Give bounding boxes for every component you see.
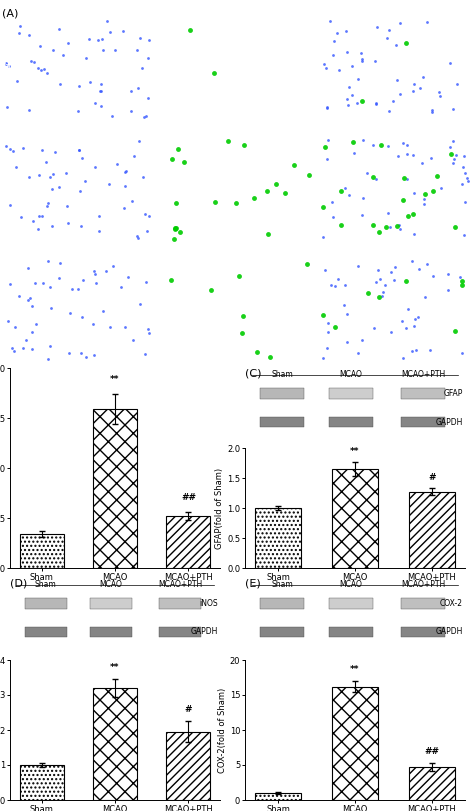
Bar bbox=[328, 388, 373, 399]
Text: Sham: Sham bbox=[4, 61, 28, 70]
Text: Sham: Sham bbox=[272, 371, 293, 380]
Bar bbox=[255, 793, 301, 800]
Bar bbox=[19, 765, 64, 800]
Bar bbox=[159, 627, 201, 637]
Bar bbox=[409, 767, 455, 800]
Bar bbox=[260, 599, 304, 609]
Bar bbox=[93, 688, 137, 800]
Text: (E): (E) bbox=[245, 578, 260, 588]
Bar bbox=[90, 599, 132, 609]
Text: MCAO: MCAO bbox=[339, 371, 362, 380]
Y-axis label: COX-2(fold of Sham): COX-2(fold of Sham) bbox=[218, 688, 227, 773]
Text: MCAO+PTH: MCAO+PTH bbox=[401, 580, 446, 590]
Text: (C): (C) bbox=[245, 368, 261, 378]
Bar bbox=[19, 534, 64, 568]
Text: **: ** bbox=[110, 663, 120, 672]
Text: GAPDH: GAPDH bbox=[436, 418, 463, 427]
Bar bbox=[332, 687, 378, 800]
Bar bbox=[401, 627, 445, 637]
Bar bbox=[260, 417, 304, 427]
Text: GAPDH: GAPDH bbox=[191, 628, 218, 637]
Text: (A): (A) bbox=[2, 8, 18, 18]
Text: MCAO: MCAO bbox=[100, 580, 122, 590]
Bar bbox=[401, 417, 445, 427]
Text: ##: ## bbox=[181, 493, 196, 502]
Text: **: ** bbox=[350, 447, 360, 456]
Text: iNOS: iNOS bbox=[199, 599, 218, 608]
Text: MCAO: MCAO bbox=[4, 181, 29, 190]
Text: #: # bbox=[428, 473, 436, 483]
Text: Iba-1: Iba-1 bbox=[225, 10, 249, 20]
Bar bbox=[255, 508, 301, 568]
Text: **: ** bbox=[350, 665, 360, 674]
Text: **: ** bbox=[110, 375, 120, 384]
Text: PTH: PTH bbox=[4, 301, 20, 310]
Text: GFAP: GFAP bbox=[443, 389, 463, 398]
Text: #: # bbox=[185, 706, 192, 714]
Bar bbox=[328, 627, 373, 637]
Bar bbox=[409, 491, 455, 568]
Text: GAPDH: GAPDH bbox=[436, 628, 463, 637]
Text: MCAO: MCAO bbox=[339, 580, 362, 590]
Text: Sham: Sham bbox=[35, 580, 56, 590]
Bar bbox=[328, 417, 373, 427]
Bar bbox=[93, 409, 137, 568]
Bar bbox=[260, 627, 304, 637]
Text: (D): (D) bbox=[9, 578, 27, 588]
Bar bbox=[401, 388, 445, 399]
Bar bbox=[260, 388, 304, 399]
Text: DAPI: DAPI bbox=[67, 10, 91, 20]
Bar bbox=[328, 599, 373, 609]
Bar bbox=[159, 599, 201, 609]
Text: Sham: Sham bbox=[272, 580, 293, 590]
Y-axis label: GFAP(fold of Sham): GFAP(fold of Sham) bbox=[215, 467, 224, 548]
Text: Merge: Merge bbox=[380, 10, 410, 20]
Bar bbox=[90, 627, 132, 637]
Bar bbox=[166, 732, 210, 800]
Text: MCAO+PTH: MCAO+PTH bbox=[401, 371, 446, 380]
Bar bbox=[25, 627, 67, 637]
Bar bbox=[25, 599, 67, 609]
Bar bbox=[401, 599, 445, 609]
Bar bbox=[332, 469, 378, 568]
Text: ##: ## bbox=[424, 747, 439, 756]
Text: MCAO+PTH: MCAO+PTH bbox=[158, 580, 202, 590]
Text: COX-2: COX-2 bbox=[440, 599, 463, 608]
Bar bbox=[166, 516, 210, 568]
